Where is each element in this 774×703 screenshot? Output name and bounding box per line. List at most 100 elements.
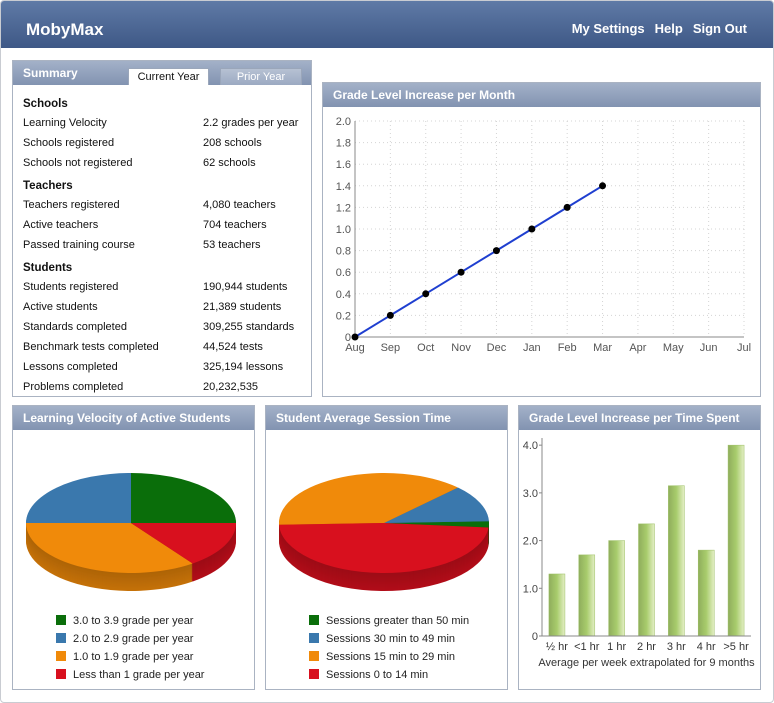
y-tick-label: 0.8 [336, 246, 351, 258]
chart: 0 0.2 0.4 0.6 0.8 1.0 1.2 1.4 1.6 1.8 2.0 Aug Sep Oct… [336, 116, 751, 354]
row-value: 704 teachers [203, 219, 267, 231]
legend-swatch [56, 615, 66, 625]
legend-label: Sessions 30 min to 49 min [326, 633, 455, 645]
pie-slice [131, 473, 236, 523]
x-tick-label: Oct [417, 342, 434, 354]
row-value: 44,524 tests [203, 341, 263, 353]
nav-link[interactable]: My Settings [571, 21, 645, 36]
x-tick-label: Jun [700, 342, 718, 354]
brand: MobyMax [26, 20, 104, 39]
x-tick-label: Jan [523, 342, 541, 354]
panel-header: Grade Level Increase per Time Spent [519, 406, 760, 430]
bar [608, 540, 625, 637]
chart: 0 1.0 2.0 3.0 4.0 ½ hr <1 hr 1 hr 2 hr 3 hr 4 hr >5… [523, 438, 755, 669]
y-tick-label: 0.4 [336, 289, 351, 301]
section-heading: Schools [23, 98, 68, 110]
row-value: 21,389 students [203, 301, 282, 313]
pie-slice [26, 523, 193, 573]
x-tick-label: 1 hr [607, 641, 626, 653]
pie-slice [26, 473, 131, 523]
y-tick-label: 0.6 [336, 267, 351, 279]
panel-header: Grade Level Increase per Month [323, 83, 760, 107]
x-tick-label: >5 hr [723, 641, 749, 653]
summary-row: Active students 21,389 students [23, 297, 311, 317]
legend-swatch [56, 633, 66, 643]
row-label: Problems completed [23, 381, 124, 393]
pie-slice [384, 487, 489, 523]
summary-row: Active teachers 704 teachers [23, 215, 311, 235]
x-axis-label: Average per week extrapolated for 9 mont… [538, 657, 755, 669]
point [563, 203, 571, 211]
y-tick-label: 1.0 [523, 583, 538, 595]
x-tick-label: Feb [558, 342, 577, 354]
chart-panel: Grade Level Increase per Time Spent 0 1.0… [518, 405, 761, 690]
bar [668, 485, 685, 637]
summary-table: Schools Learning Velocity 2.2 grades per y… [13, 85, 311, 397]
summary-row: Students registered 190,944 students [23, 277, 311, 297]
tab[interactable]: Prior Year [220, 68, 302, 85]
chart: 3.0 to 3.9 grade per year 2.0 to 2.9 grad… [26, 473, 236, 681]
row-value: 325,194 lessons [203, 361, 284, 373]
point [528, 225, 536, 233]
row-label: Learning Velocity [23, 117, 107, 129]
x-tick-label: Jul [737, 342, 751, 354]
pie-slice [384, 521, 489, 528]
row-value: 20,232,535 [203, 381, 259, 393]
point [492, 247, 500, 255]
y-tick-label: 1.4 [336, 181, 351, 193]
point [351, 333, 359, 341]
point [386, 311, 394, 319]
section-heading: Teachers [23, 180, 73, 192]
y-tick-label: 1.0 [336, 224, 351, 236]
point [422, 290, 430, 298]
y-tick-label: 4.0 [523, 440, 538, 452]
nav: My Settings Help Sign Out [572, 21, 747, 36]
x-tick-label: 3 hr [667, 641, 686, 653]
row-label: Active students [23, 301, 98, 313]
top-bar: MobyMax My Settings Help Sign Out [1, 1, 773, 48]
row-label: Active teachers [23, 219, 99, 231]
summary-row: Benchmark tests completed 44,524 tests [23, 337, 311, 357]
summary-row: Passed training course 53 teachers [23, 235, 311, 255]
legend-swatch [56, 669, 66, 679]
point [457, 268, 465, 276]
legend-label: 2.0 to 2.9 grade per year [73, 633, 194, 645]
row-label: Schools registered [23, 137, 115, 149]
row-value: 53 teachers [203, 239, 261, 251]
chart-panel: Student Average Session Time Sessions gr… [265, 405, 508, 690]
row-label: Passed training course [23, 239, 135, 251]
legend-label: 1.0 to 1.9 grade per year [73, 651, 194, 663]
summary-row: Lessons completed 325,194 lessons [23, 357, 311, 377]
panel-header: Learning Velocity of Active Students [13, 406, 254, 430]
summary-row: Learning Velocity 2.2 grades per year [23, 113, 311, 133]
tab[interactable]: Current Year [128, 68, 209, 85]
bar [697, 549, 715, 637]
chart: Sessions greater than 50 min Sessions 30 … [279, 473, 489, 681]
summary-row: Standards completed 309,255 standards [23, 317, 311, 337]
nav-link[interactable]: Help [654, 21, 683, 36]
panel-title: Summary [23, 66, 78, 80]
row-value: 4,080 teachers [203, 199, 276, 211]
y-tick-label: 0.2 [336, 310, 351, 322]
bar [727, 444, 745, 637]
pie-slice [131, 523, 236, 564]
row-value: 2.2 grades per year [203, 117, 299, 129]
nav-link[interactable]: Sign Out [692, 21, 747, 36]
line [354, 184, 604, 338]
pie-slice [279, 473, 458, 525]
row-value: 208 schools [203, 137, 262, 149]
legend-label: Sessions 0 to 14 min [326, 669, 428, 681]
x-tick-label: ½ hr [546, 641, 568, 653]
x-tick-label: May [663, 342, 684, 354]
row-value: 62 schools [203, 157, 256, 169]
row-label: Students registered [23, 281, 119, 293]
row-label: Standards completed [23, 321, 127, 333]
y-tick-label: 2.0 [523, 536, 538, 548]
summary-row: Teachers registered 4,080 teachers [23, 195, 311, 215]
legend-swatch [309, 615, 319, 625]
y-tick-label: 2.0 [336, 116, 351, 128]
summary-row: Problems completed 20,232,535 [23, 377, 311, 397]
row-label: Lessons completed [23, 361, 118, 373]
legend-label: Sessions greater than 50 min [326, 615, 469, 627]
y-tick-label: 0 [532, 631, 538, 643]
